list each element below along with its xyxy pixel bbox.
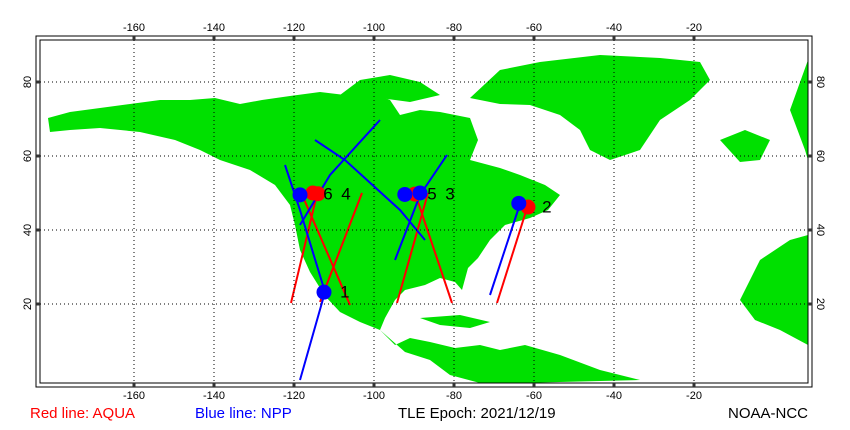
satellite-position <box>292 187 308 203</box>
pass-label: 4 <box>341 184 350 203</box>
greenland <box>470 55 710 160</box>
legend-aqua: Red line: AQUA <box>30 405 135 422</box>
x-tick-label: -60 <box>526 22 542 34</box>
y-tick-label: 20 <box>814 298 826 310</box>
aqua-track <box>414 192 453 304</box>
y-tick-label: 40 <box>22 224 34 236</box>
y-tick-label: 60 <box>22 150 34 162</box>
y-tick-label: 80 <box>22 76 34 88</box>
x-tick-label: -20 <box>686 22 702 34</box>
x-tick-label: -40 <box>606 22 622 34</box>
north-america <box>48 90 560 330</box>
x-tick-label: -60 <box>526 390 542 402</box>
outer-frame <box>35 35 813 388</box>
x-tick-label: -160 <box>123 390 145 402</box>
satellite-position <box>511 195 527 211</box>
satellite-position <box>310 186 326 202</box>
npp-track <box>314 139 426 241</box>
caribbean <box>420 315 490 328</box>
iceland <box>720 130 770 162</box>
landmass <box>48 55 808 383</box>
npp-track <box>284 164 327 381</box>
pass-label: 3 <box>445 184 454 203</box>
x-tick-label: -80 <box>446 22 462 34</box>
europe-africa <box>740 60 808 345</box>
south-america <box>380 330 640 383</box>
pass-label: 1 <box>340 282 349 301</box>
x-tick-label: -20 <box>686 390 702 402</box>
satellite-position <box>412 185 428 201</box>
y-tick-label: 20 <box>22 298 34 310</box>
pass-label: 2 <box>542 197 551 216</box>
aqua-track <box>396 192 429 304</box>
y-tick-label: 80 <box>814 76 826 88</box>
x-tick-label: -160 <box>123 22 145 34</box>
satellite-position <box>316 284 332 300</box>
satellite-position <box>397 186 413 202</box>
source: NOAA-NCC <box>728 405 808 422</box>
x-tick-label: -120 <box>283 390 305 402</box>
x-tick-label: -100 <box>363 390 385 402</box>
tle-epoch: TLE Epoch: 2021/12/19 <box>398 405 556 422</box>
x-tick-label: -140 <box>203 390 225 402</box>
x-tick-label: -40 <box>606 390 622 402</box>
legend-npp: Blue line: NPP <box>195 405 292 422</box>
x-tick-label: -140 <box>203 22 225 34</box>
aqua-track <box>496 204 529 304</box>
pass-label: 5 <box>427 184 436 203</box>
npp-track <box>299 119 381 226</box>
y-tick-label: 40 <box>814 224 826 236</box>
x-tick-label: -80 <box>446 390 462 402</box>
pass-label: 6 <box>323 184 332 203</box>
x-tick-label: -100 <box>363 22 385 34</box>
y-tick-label: 60 <box>814 150 826 162</box>
aqua-track <box>319 192 363 303</box>
frame <box>39 39 809 384</box>
aqua-track <box>299 189 351 306</box>
orbit-tracks <box>284 119 529 381</box>
npp-track <box>489 206 520 296</box>
x-tick-label: -120 <box>283 22 305 34</box>
aqua-track <box>290 189 319 304</box>
